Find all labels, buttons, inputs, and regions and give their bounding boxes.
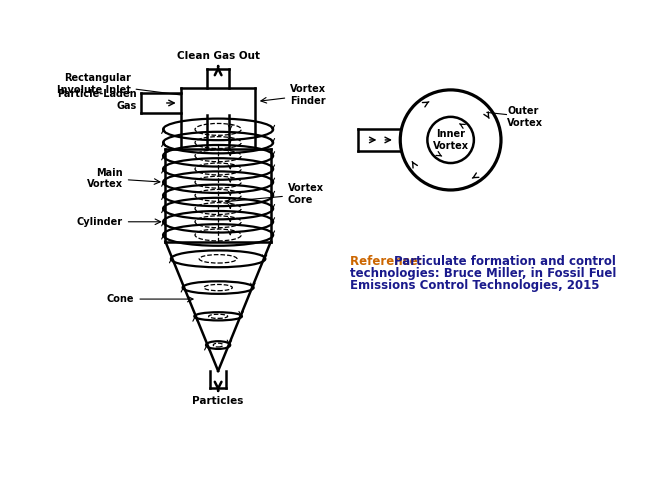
Text: Inner
Vortex: Inner Vortex [432, 129, 469, 151]
Text: Particle-Laden
Gas: Particle-Laden Gas [57, 89, 137, 111]
Text: Vortex
Core: Vortex Core [226, 184, 324, 205]
Text: technologies: Bruce Miller, in Fossil Fuel: technologies: Bruce Miller, in Fossil Fu… [350, 267, 616, 280]
Text: Vortex
Finder: Vortex Finder [261, 85, 326, 106]
Text: Reference:: Reference: [350, 256, 426, 268]
Text: Cone: Cone [107, 294, 193, 304]
Text: Rectangular
Involute Inlet: Rectangular Involute Inlet [57, 73, 180, 95]
Text: Particles: Particles [193, 396, 244, 406]
Text: Main
Vortex: Main Vortex [87, 168, 160, 189]
Text: Clean Gas Out: Clean Gas Out [177, 52, 259, 61]
Text: Outer
Vortex: Outer Vortex [507, 106, 543, 128]
Text: Cylinder: Cylinder [77, 217, 160, 227]
Text: Particulate formation and control: Particulate formation and control [394, 256, 616, 268]
Text: Emissions Control Technologies, 2015: Emissions Control Technologies, 2015 [350, 278, 599, 292]
